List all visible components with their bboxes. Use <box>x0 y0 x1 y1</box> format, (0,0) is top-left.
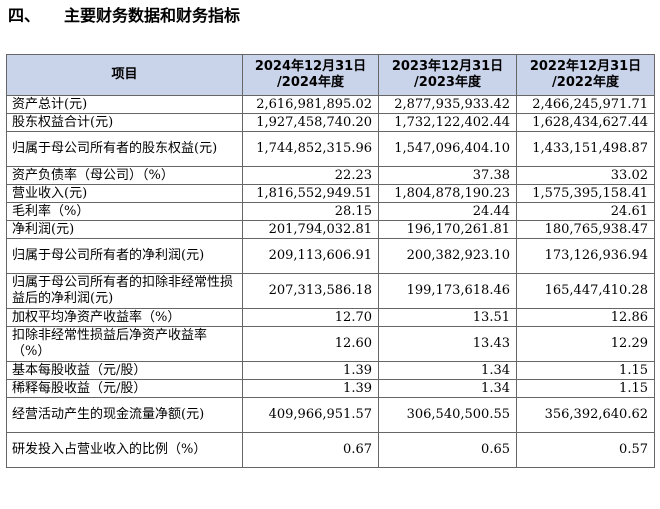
row-label: 加权平均净资产收益率（%） <box>6 308 243 327</box>
cell-value: 356,392,640.62 <box>516 397 655 433</box>
cell-value: 1.34 <box>378 361 517 380</box>
cell-value: 201,794,032.81 <box>242 220 379 239</box>
cell-value: 173,126,936.94 <box>516 238 655 274</box>
table-row: 资产总计(元) 2,616,981,895.02 2,877,935,933.4… <box>6 95 655 114</box>
table-row: 营业收入(元) 1,816,552,949.51 1,804,878,190.2… <box>6 184 655 203</box>
column-header-date: 2022年12月31日 <box>529 59 642 74</box>
cell-value: 24.61 <box>516 202 655 221</box>
cell-value: 1,628,434,627.44 <box>516 113 655 132</box>
table-row: 扣除非经常性损益后净资产收益率（%） 12.60 13.43 12.29 <box>6 326 655 362</box>
column-header-2023: 2023年12月31日 /2023年度 <box>378 54 517 96</box>
table-row: 经营活动产生的现金流量净额(元) 409,966,951.57 306,540,… <box>6 397 655 433</box>
table-row: 毛利率（%） 28.15 24.44 24.61 <box>6 202 655 221</box>
cell-value: 200,382,923.10 <box>378 238 517 274</box>
cell-value: 409,966,951.57 <box>242 397 379 433</box>
cell-value: 1,547,096,404.10 <box>378 131 517 167</box>
section-number: 四、 <box>8 6 41 25</box>
row-label: 归属于母公司所有者的净利润(元) <box>6 238 243 274</box>
cell-value: 12.86 <box>516 308 655 327</box>
cell-value: 1,433,151,498.87 <box>516 131 655 167</box>
row-label: 净利润(元) <box>6 220 243 239</box>
cell-value: 0.67 <box>242 432 379 468</box>
table-row: 基本每股收益（元/股） 1.39 1.34 1.15 <box>6 361 655 380</box>
cell-value: 28.15 <box>242 202 379 221</box>
cell-value: 1,927,458,740.20 <box>242 113 379 132</box>
cell-value: 0.57 <box>516 432 655 468</box>
column-header-2024: 2024年12月31日 /2024年度 <box>242 54 379 96</box>
cell-value: 1.34 <box>378 379 517 398</box>
cell-value: 1.15 <box>516 361 655 380</box>
cell-value: 12.70 <box>242 308 379 327</box>
table-row: 研发投入占营业收入的比例（%） 0.67 0.65 0.57 <box>6 432 655 468</box>
column-header-year: /2022年度 <box>552 75 619 90</box>
cell-value: 180,765,938.47 <box>516 220 655 239</box>
table-row: 归属于母公司所有者的股东权益(元) 1,744,852,315.96 1,547… <box>6 131 655 167</box>
cell-value: 37.38 <box>378 166 517 185</box>
table-row: 股东权益合计(元) 1,927,458,740.20 1,732,122,402… <box>6 113 655 132</box>
cell-value: 1,732,122,402.44 <box>378 113 517 132</box>
cell-value: 0.65 <box>378 432 517 468</box>
row-label: 归属于母公司所有者的扣除非经常性损益后的净利润(元) <box>6 273 243 309</box>
cell-value: 2,466,245,971.71 <box>516 95 655 114</box>
cell-value: 196,170,261.81 <box>378 220 517 239</box>
cell-value: 207,313,586.18 <box>242 273 379 309</box>
table-row: 净利润(元) 201,794,032.81 196,170,261.81 180… <box>6 220 655 239</box>
cell-value: 2,616,981,895.02 <box>242 95 379 114</box>
row-label: 股东权益合计(元) <box>6 113 243 132</box>
column-header-year: /2023年度 <box>414 75 481 90</box>
cell-value: 22.23 <box>242 166 379 185</box>
table-row: 归属于母公司所有者的扣除非经常性损益后的净利润(元) 207,313,586.1… <box>6 273 655 309</box>
cell-value: 24.44 <box>378 202 517 221</box>
cell-value: 13.43 <box>378 326 517 362</box>
table-row: 归属于母公司所有者的净利润(元) 209,113,606.91 200,382,… <box>6 238 655 274</box>
cell-value: 1,744,852,315.96 <box>242 131 379 167</box>
cell-value: 1,816,552,949.51 <box>242 184 379 203</box>
cell-value: 12.29 <box>516 326 655 362</box>
table-row: 加权平均净资产收益率（%） 12.70 13.51 12.86 <box>6 308 655 327</box>
item-column-header: 项目 <box>6 54 243 96</box>
cell-value: 165,447,410.28 <box>516 273 655 309</box>
cell-value: 1,575,395,158.41 <box>516 184 655 203</box>
table-row: 稀释每股收益（元/股） 1.39 1.34 1.15 <box>6 379 655 398</box>
row-label: 毛利率（%） <box>6 202 243 221</box>
row-label: 资产总计(元) <box>6 95 243 114</box>
row-label: 资产负债率（母公司）（%） <box>6 166 243 185</box>
cell-value: 12.60 <box>242 326 379 362</box>
row-label: 研发投入占营业收入的比例（%） <box>6 432 243 468</box>
cell-value: 13.51 <box>378 308 517 327</box>
financial-data-table: 项目 2024年12月31日 /2024年度 2023年12月31日 /2023… <box>6 54 655 468</box>
row-label: 归属于母公司所有者的股东权益(元) <box>6 131 243 167</box>
cell-value: 1.39 <box>242 379 379 398</box>
row-label: 经营活动产生的现金流量净额(元) <box>6 397 243 433</box>
column-header-date: 2023年12月31日 <box>391 59 504 74</box>
row-label: 基本每股收益（元/股） <box>6 361 243 380</box>
cell-value: 1.39 <box>242 361 379 380</box>
section-heading: 主要财务数据和财务指标 <box>64 6 241 25</box>
row-label: 营业收入(元) <box>6 184 243 203</box>
cell-value: 33.02 <box>516 166 655 185</box>
cell-value: 306,540,500.55 <box>378 397 517 433</box>
cell-value: 199,173,618.46 <box>378 273 517 309</box>
table-row: 资产负债率（母公司）（%） 22.23 37.38 33.02 <box>6 166 655 185</box>
row-label: 稀释每股收益（元/股） <box>6 379 243 398</box>
cell-value: 209,113,606.91 <box>242 238 379 274</box>
column-header-year: /2024年度 <box>277 75 344 90</box>
cell-value: 1,804,878,190.23 <box>378 184 517 203</box>
table-header-row: 项目 2024年12月31日 /2024年度 2023年12月31日 /2023… <box>6 54 655 96</box>
column-header-date: 2024年12月31日 <box>254 59 367 74</box>
column-header-2022: 2022年12月31日 /2022年度 <box>516 54 655 96</box>
cell-value: 1.15 <box>516 379 655 398</box>
cell-value: 2,877,935,933.42 <box>378 95 517 114</box>
row-label: 扣除非经常性损益后净资产收益率（%） <box>6 326 243 362</box>
section-title: 四、 主要财务数据和财务指标 <box>8 4 240 28</box>
